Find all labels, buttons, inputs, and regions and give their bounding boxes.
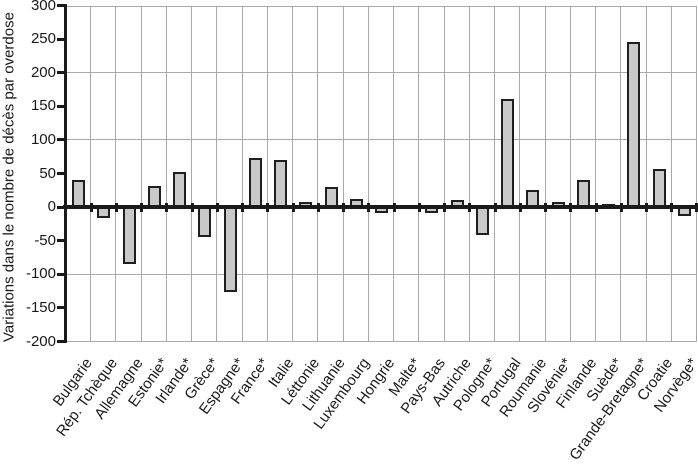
vertical-gridline bbox=[443, 5, 445, 342]
x-tick bbox=[342, 202, 346, 212]
y-tick-label: -50 bbox=[34, 231, 56, 249]
bar-Allemagne bbox=[122, 205, 136, 265]
vertical-gridline bbox=[191, 5, 193, 342]
y-tick bbox=[56, 104, 64, 108]
bar-France* bbox=[248, 158, 262, 210]
x-tick bbox=[241, 202, 245, 212]
bar-Grande-Bretagne* bbox=[627, 42, 641, 210]
vertical-gridline bbox=[670, 5, 672, 342]
x-tick bbox=[518, 202, 522, 212]
x-tick bbox=[89, 202, 93, 212]
bar-Pologne* bbox=[475, 205, 489, 236]
y-axis-line bbox=[63, 4, 67, 343]
x-tick bbox=[165, 202, 169, 212]
y-tick-label: -200 bbox=[25, 332, 56, 350]
vertical-gridline bbox=[342, 5, 344, 342]
bar-Croatie bbox=[652, 168, 666, 210]
y-tick bbox=[56, 272, 64, 276]
y-tick bbox=[56, 4, 64, 7]
y-tick bbox=[56, 37, 64, 41]
x-tick bbox=[569, 202, 573, 212]
vertical-gridline bbox=[367, 5, 369, 342]
vertical-gridline bbox=[620, 5, 622, 342]
y-tick bbox=[56, 71, 64, 75]
bar-Portugal bbox=[501, 98, 515, 210]
x-tick bbox=[594, 202, 598, 212]
x-tick bbox=[645, 202, 649, 212]
y-tick-label: 150 bbox=[30, 97, 56, 115]
y-tick-label: 50 bbox=[39, 164, 56, 182]
vertical-gridline bbox=[595, 5, 597, 342]
y-tick-label: 300 bbox=[30, 0, 56, 14]
vertical-gridline bbox=[393, 5, 395, 342]
y-tick bbox=[56, 205, 64, 209]
vertical-gridline bbox=[519, 5, 521, 342]
plot-area bbox=[63, 5, 698, 342]
y-tick bbox=[56, 306, 64, 310]
vertical-gridline bbox=[115, 5, 117, 342]
vertical-gridline bbox=[140, 5, 142, 342]
x-tick bbox=[544, 202, 548, 212]
bar-Irlande* bbox=[173, 172, 187, 210]
vertical-gridline bbox=[569, 5, 571, 342]
horizontal-gridline bbox=[66, 273, 697, 275]
x-tick bbox=[468, 202, 472, 212]
vertical-gridline bbox=[165, 5, 167, 342]
x-tick bbox=[291, 202, 295, 212]
zero-axis-line bbox=[63, 205, 698, 209]
x-tick bbox=[493, 202, 497, 212]
x-tick bbox=[670, 202, 674, 212]
x-tick bbox=[694, 202, 698, 212]
vertical-gridline bbox=[292, 5, 294, 342]
y-tick-label: -150 bbox=[25, 298, 56, 316]
x-tick bbox=[443, 202, 447, 212]
vertical-gridline bbox=[544, 5, 546, 342]
horizontal-gridline bbox=[66, 139, 697, 141]
x-tick bbox=[417, 202, 421, 212]
y-tick bbox=[56, 138, 64, 142]
vertical-gridline bbox=[90, 5, 92, 342]
y-tick-label: 250 bbox=[30, 30, 56, 48]
vertical-gridline bbox=[266, 5, 268, 342]
bar-Grèce* bbox=[198, 205, 212, 238]
y-tick bbox=[56, 239, 64, 243]
x-tick bbox=[190, 202, 194, 212]
vertical-gridline bbox=[241, 5, 243, 342]
vertical-gridline bbox=[468, 5, 470, 342]
vertical-gridline bbox=[317, 5, 319, 342]
y-tick bbox=[56, 340, 64, 343]
x-tick bbox=[114, 202, 118, 212]
y-tick-label: 100 bbox=[30, 130, 56, 148]
vertical-gridline bbox=[494, 5, 496, 342]
x-tick bbox=[392, 202, 396, 212]
y-tick-label: 0 bbox=[47, 198, 56, 216]
y-tick bbox=[56, 172, 64, 175]
bar-Italie bbox=[274, 160, 288, 210]
y-tick-label: 200 bbox=[30, 63, 56, 81]
vertical-gridline bbox=[696, 5, 697, 342]
vertical-gridline bbox=[216, 5, 218, 342]
x-tick bbox=[215, 202, 219, 212]
horizontal-gridline bbox=[66, 5, 697, 7]
x-tick bbox=[316, 202, 320, 212]
bar-Espagne* bbox=[223, 205, 237, 292]
vertical-gridline bbox=[418, 5, 420, 342]
x-tick bbox=[266, 202, 270, 212]
horizontal-gridline bbox=[66, 340, 697, 342]
x-tick bbox=[140, 202, 144, 212]
horizontal-gridline bbox=[66, 72, 697, 74]
y-tick-label: -100 bbox=[25, 265, 56, 283]
x-tick bbox=[619, 202, 623, 212]
x-tick bbox=[367, 202, 371, 212]
vertical-gridline bbox=[645, 5, 647, 342]
